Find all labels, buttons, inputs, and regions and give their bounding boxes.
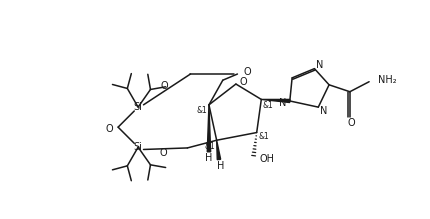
Text: O: O xyxy=(105,124,112,134)
Text: H: H xyxy=(216,161,224,171)
Text: &1: &1 xyxy=(258,132,268,141)
Text: H: H xyxy=(205,153,212,163)
Text: &1: &1 xyxy=(196,106,207,115)
Text: O: O xyxy=(239,78,247,87)
Text: O: O xyxy=(160,81,168,91)
Text: O: O xyxy=(243,67,251,78)
Text: Si: Si xyxy=(133,142,142,152)
Polygon shape xyxy=(207,105,210,152)
Text: N: N xyxy=(319,106,326,116)
Text: O: O xyxy=(160,148,167,157)
Text: N: N xyxy=(315,60,322,70)
Text: NH₂: NH₂ xyxy=(378,75,396,85)
Text: Si: Si xyxy=(133,102,142,112)
Text: O: O xyxy=(347,118,354,127)
Text: N: N xyxy=(278,97,285,108)
Polygon shape xyxy=(261,99,289,102)
Text: OH: OH xyxy=(259,154,274,164)
Text: &1: &1 xyxy=(262,101,273,110)
Text: &1: &1 xyxy=(204,142,215,151)
Polygon shape xyxy=(216,140,220,160)
